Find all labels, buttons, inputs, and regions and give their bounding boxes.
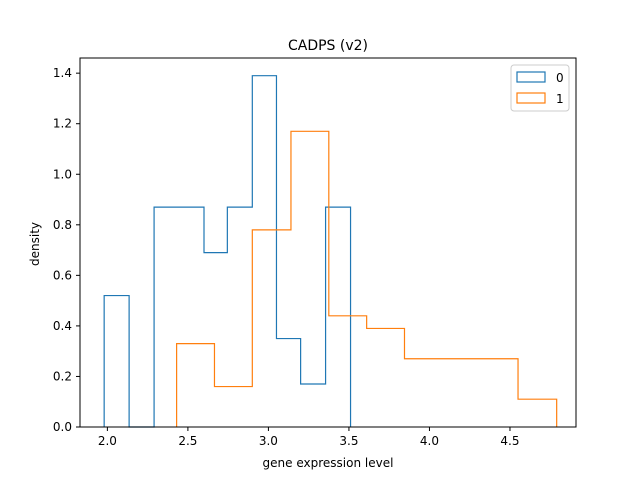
y-tick-label: 0.6 (53, 268, 72, 282)
legend-label-0: 0 (556, 71, 564, 85)
x-tick-label: 2.0 (98, 434, 117, 448)
y-tick-label: 0.4 (53, 319, 72, 333)
x-axis-ticks: 2.0 2.5 3.0 3.5 4.0 4.5 (98, 427, 520, 448)
plot-frame (79, 57, 577, 428)
y-axis-ticks: 0.0 0.2 0.4 0.6 0.8 1.0 1.2 1.4 (53, 66, 80, 434)
x-tick-label: 2.5 (178, 434, 197, 448)
histogram-series-1 (176, 130, 558, 427)
y-tick-label: 0.0 (53, 420, 72, 434)
histogram-series-0 (103, 75, 352, 428)
y-tick-label: 1.4 (53, 66, 72, 80)
y-tick-label: 1.0 (53, 167, 72, 181)
x-tick-label: 4.5 (500, 434, 519, 448)
x-axis-label: gene expression level (263, 456, 394, 470)
x-tick-label: 3.0 (259, 434, 278, 448)
x-tick-label: 3.5 (339, 434, 358, 448)
x-tick-label: 4.0 (420, 434, 439, 448)
legend-box (510, 64, 570, 112)
legend-label-1: 1 (556, 92, 564, 106)
chart-title: CADPS (v2) (288, 38, 368, 54)
legend-swatch-0 (516, 71, 546, 83)
legend-swatch-1 (516, 92, 546, 104)
histogram-steps (103, 75, 558, 428)
y-tick-label: 1.2 (53, 117, 72, 131)
y-tick-label: 0.8 (53, 218, 72, 232)
y-axis-label: density (28, 222, 42, 266)
legend: 01 (510, 64, 570, 112)
y-tick-label: 0.2 (53, 369, 72, 383)
